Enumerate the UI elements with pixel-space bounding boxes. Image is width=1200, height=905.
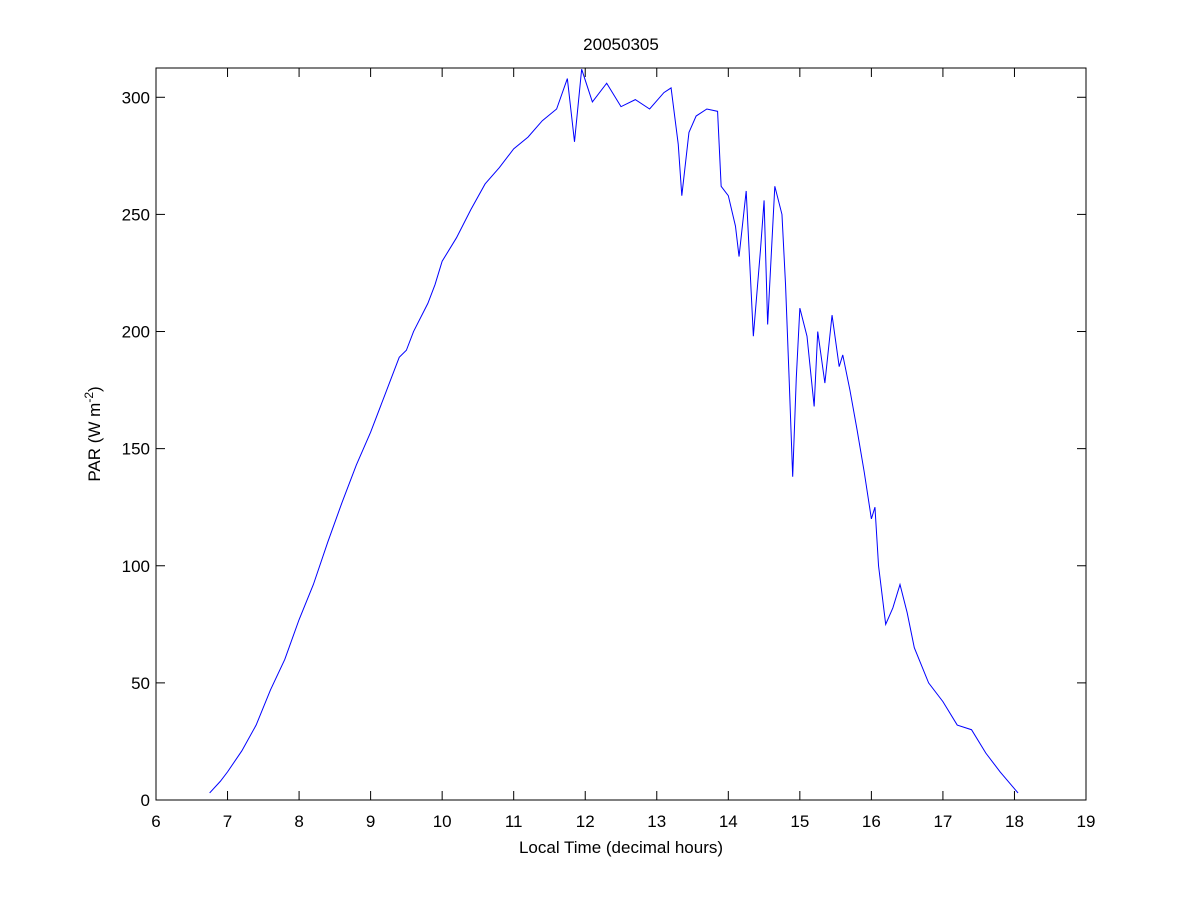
chart-title: 20050305: [583, 35, 659, 54]
x-tick-label: 8: [294, 812, 303, 831]
y-tick-label: 0: [141, 791, 150, 810]
x-tick-label: 11: [505, 812, 523, 831]
x-tick-label: 17: [933, 812, 952, 831]
x-tick-label: 6: [151, 812, 160, 831]
x-tick-label: 14: [719, 812, 738, 831]
x-tick-label: 16: [862, 812, 881, 831]
y-tick-label: 250: [122, 205, 150, 224]
plot-frame: [155, 67, 1087, 801]
x-tick-label: 15: [790, 812, 809, 831]
y-tick-label: 300: [122, 88, 150, 107]
x-tick-label: 18: [1005, 812, 1024, 831]
x-tick-label: 19: [1077, 812, 1096, 831]
x-tick-label: 10: [433, 812, 452, 831]
data-line: [209, 69, 1019, 794]
y-axis-label: PAR (W m-2): [82, 386, 104, 481]
y-tick-label: 150: [122, 440, 150, 459]
y-tick-label: 100: [122, 557, 150, 576]
x-tick-label: 12: [576, 812, 595, 831]
y-tick-label: 200: [122, 323, 150, 342]
x-tick-label: 13: [647, 812, 666, 831]
x-axis-label: Local Time (decimal hours): [519, 838, 723, 857]
y-tick-label: 50: [131, 674, 150, 693]
x-tick-label: 9: [366, 812, 375, 831]
x-tick-label: 7: [223, 812, 232, 831]
